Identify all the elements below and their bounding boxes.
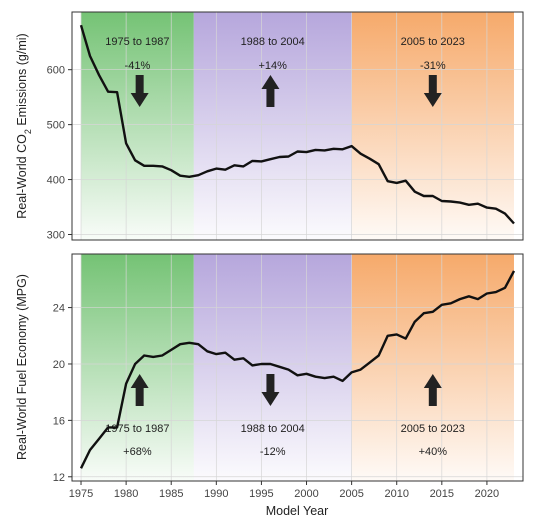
arrow-up-icon <box>130 374 149 406</box>
period-label: 2005 to 2023 <box>401 423 465 435</box>
gridlines <box>72 12 523 240</box>
plot-border <box>71 11 524 241</box>
period-band <box>81 254 194 481</box>
period-label: 1975 to 1987 <box>105 423 169 435</box>
x-axis-label: Model Year <box>266 504 329 518</box>
x-tick-label: 1995 <box>249 488 273 500</box>
arrow-up-icon <box>423 374 442 406</box>
fuel-economy-panel: 1975 to 1987 +68% 1988 to 2004 -12% 2005 to … <box>15 253 524 518</box>
period-annotations: 1975 to 1987 -41% 1988 to 2004 +14% 2005 to … <box>105 36 465 107</box>
arrow-down-icon <box>423 75 442 107</box>
y-tick-label: 20 <box>53 359 65 371</box>
arrow-down-icon <box>261 374 280 406</box>
period-change: +14% <box>258 60 287 72</box>
y-tick-label: 400 <box>47 175 65 187</box>
x-tick-label: 2000 <box>294 488 318 500</box>
plot-border <box>71 253 524 482</box>
co2-emissions-line <box>79 24 515 225</box>
period-label: 1988 to 2004 <box>241 423 305 435</box>
y-tick-label: 12 <box>53 472 65 484</box>
period-label: 1988 to 2004 <box>241 36 305 48</box>
y-tick-label: 300 <box>47 230 65 242</box>
y-tick-label: 24 <box>53 303 65 315</box>
period-change: +40% <box>419 446 448 458</box>
y-tick-label: 600 <box>47 65 65 77</box>
period-label: 1975 to 1987 <box>105 36 169 48</box>
x-tick-label: 1990 <box>204 488 228 500</box>
period-band <box>193 12 352 240</box>
x-tick-label: 2005 <box>339 488 363 500</box>
y-tick-label: 16 <box>53 415 65 427</box>
fuel-economy-line <box>79 270 516 469</box>
y-axis-ticks: 300 400 500 600 <box>47 65 72 242</box>
x-tick-label: 2010 <box>384 488 408 500</box>
arrow-up-icon <box>261 75 280 107</box>
x-tick-label: 1985 <box>159 488 183 500</box>
period-change: -12% <box>260 446 286 458</box>
x-tick-label: 2020 <box>475 488 499 500</box>
y-tick-label: 500 <box>47 120 65 132</box>
arrow-down-icon <box>130 75 149 107</box>
gridlines <box>72 254 523 481</box>
period-band <box>81 12 194 240</box>
y-axis-label: Real-World Fuel Economy (MPG) <box>15 274 29 460</box>
y-axis-label: Real-World CO2 Emissions (g/mi) <box>15 33 33 218</box>
y-axis-ticks: 12 16 20 24 <box>53 303 72 484</box>
x-tick-label: 1975 <box>69 488 93 500</box>
x-tick-label: 2015 <box>430 488 454 500</box>
period-band <box>193 254 352 481</box>
co2-emissions-panel: 1975 to 1987 -41% 1988 to 2004 +14% 2005 to … <box>15 11 524 242</box>
period-change: -31% <box>420 60 446 72</box>
period-change: -41% <box>125 60 151 72</box>
period-annotations: 1975 to 1987 +68% 1988 to 2004 -12% 2005 to … <box>105 374 465 458</box>
x-tick-label: 1980 <box>114 488 138 500</box>
period-change: +68% <box>123 446 152 458</box>
x-axis-ticks: 1975 1980 1985 1990 1995 2000 2005 2010 2015 2020 <box>69 481 499 500</box>
period-label: 2005 to 2023 <box>401 36 465 48</box>
